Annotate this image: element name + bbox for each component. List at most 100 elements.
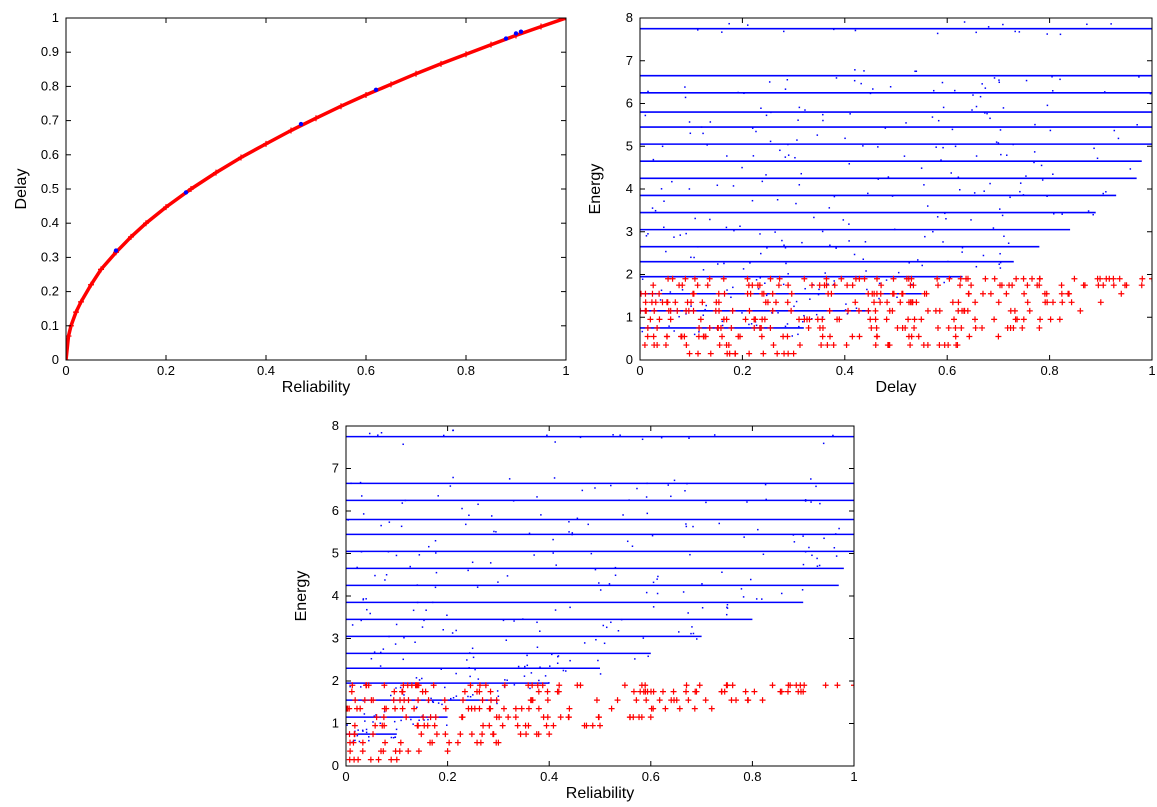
- data-point: [1043, 290, 1050, 297]
- data-point: [796, 139, 798, 141]
- data-point: [410, 718, 412, 721]
- data-point: [874, 275, 881, 282]
- data-point: [811, 554, 813, 557]
- data-point: [414, 641, 416, 644]
- data-point: [1049, 299, 1056, 306]
- data-point: [647, 233, 649, 235]
- data-point: [993, 77, 996, 79]
- data-point: [718, 522, 721, 525]
- data-point: [375, 756, 382, 763]
- data-point: [375, 714, 377, 716]
- data-point: [684, 490, 686, 492]
- data-point: [568, 531, 570, 533]
- data-point: [373, 715, 375, 717]
- data-point: [1009, 196, 1011, 199]
- data-point: [489, 562, 492, 564]
- data-point: [458, 714, 465, 721]
- data-point: [351, 722, 358, 729]
- data-point: [423, 619, 425, 622]
- data-point: [650, 92, 653, 94]
- data-point: [778, 688, 785, 695]
- data-point: [889, 307, 896, 314]
- data-point: [183, 190, 189, 195]
- y-tick-label: 1: [52, 10, 59, 25]
- data-point: [415, 697, 422, 704]
- data-point: [816, 565, 819, 567]
- y-tick-label: 5: [626, 138, 633, 153]
- data-point: [313, 115, 319, 122]
- data-point: [382, 739, 389, 746]
- data-point: [725, 342, 732, 349]
- data-point: [647, 655, 649, 658]
- data-point: [691, 705, 698, 712]
- data-point: [999, 267, 1002, 269]
- data-point: [801, 275, 808, 282]
- data-point: [346, 724, 348, 726]
- data-point: [487, 688, 494, 695]
- data-point: [454, 739, 461, 746]
- data-point: [742, 268, 745, 270]
- y-tick-label: 0.6: [41, 147, 59, 162]
- data-point: [853, 79, 856, 82]
- data-point: [685, 313, 687, 315]
- data-point: [774, 350, 781, 357]
- data-point: [935, 282, 942, 289]
- data-point: [654, 324, 661, 331]
- data-point: [905, 316, 912, 323]
- data-point: [672, 299, 679, 306]
- data-point: [338, 103, 344, 110]
- data-point: [707, 350, 714, 357]
- data-point: [1019, 190, 1021, 193]
- data-point: [701, 583, 703, 585]
- y-tick-label: 3: [626, 224, 633, 239]
- data-point: [905, 122, 907, 124]
- data-point: [550, 722, 557, 729]
- data-point: [673, 479, 676, 482]
- data-point: [824, 272, 826, 274]
- data-point: [1033, 151, 1036, 153]
- data-point: [957, 282, 964, 289]
- data-point: [364, 720, 366, 722]
- data-point: [412, 609, 415, 612]
- data-point: [391, 688, 398, 695]
- data-point: [381, 705, 388, 712]
- data-point: [1110, 23, 1112, 25]
- data-point: [1034, 123, 1036, 126]
- x-tick-label: 0.4: [540, 769, 558, 784]
- data-point: [849, 113, 851, 115]
- data-point: [1019, 182, 1022, 184]
- data-point: [954, 89, 956, 92]
- data-point: [838, 275, 845, 282]
- data-point: [670, 688, 677, 695]
- data-point: [987, 290, 994, 297]
- data-point: [975, 31, 977, 34]
- series-line: [66, 18, 566, 360]
- data-point: [796, 316, 803, 323]
- data-point: [883, 316, 890, 323]
- data-point: [726, 350, 733, 357]
- data-point: [693, 256, 695, 259]
- data-point: [979, 95, 982, 98]
- data-point: [525, 705, 532, 712]
- data-point: [975, 155, 978, 157]
- data-point: [862, 258, 865, 260]
- data-point: [970, 219, 972, 221]
- data-point: [1001, 214, 1004, 217]
- data-point: [1080, 282, 1087, 289]
- data-point: [128, 233, 134, 240]
- data-point: [697, 316, 704, 323]
- data-point: [569, 606, 571, 609]
- data-point: [662, 705, 669, 712]
- data-point: [1059, 33, 1062, 36]
- data-point: [685, 307, 692, 314]
- y-tick-label: 0.7: [41, 113, 59, 128]
- data-point: [630, 688, 637, 695]
- data-point: [499, 722, 506, 729]
- data-point: [1007, 242, 1010, 244]
- data-point: [648, 299, 655, 306]
- data-point: [505, 639, 508, 641]
- data-point: [819, 333, 826, 340]
- y-tick-label: 0: [52, 352, 59, 367]
- data-point: [715, 299, 722, 306]
- data-point: [723, 262, 725, 265]
